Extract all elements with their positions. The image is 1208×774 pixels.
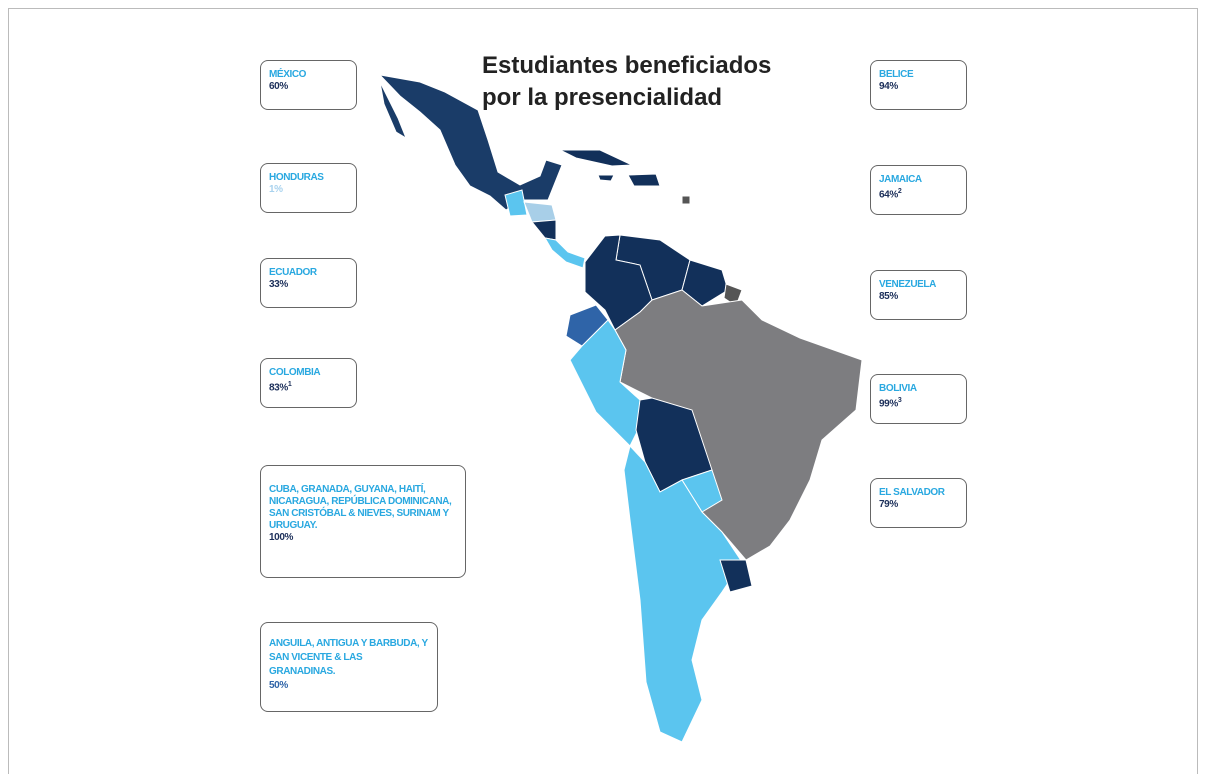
value: 50% bbox=[269, 680, 288, 691]
value: 85% bbox=[879, 291, 898, 302]
islands bbox=[681, 195, 691, 205]
title-line: Estudiantes beneficiados bbox=[482, 52, 772, 79]
hispaniola bbox=[627, 173, 661, 187]
label: MÉXICO bbox=[269, 69, 307, 80]
label: EL SALVADOR bbox=[879, 487, 945, 498]
value-line: 64%2 bbox=[879, 186, 958, 201]
label: CUBA, GRANADA, GUYANA, HAITÍ, NICARAGUA,… bbox=[269, 484, 452, 531]
frame bbox=[8, 8, 1198, 774]
label: ECUADOR bbox=[269, 267, 317, 278]
cuba bbox=[559, 149, 633, 167]
honduras bbox=[523, 201, 557, 223]
country-box: BELICE 94% bbox=[870, 60, 967, 110]
label: ANGUILA, ANTIGUA Y BARBUDA, Y SAN VICENT… bbox=[269, 638, 428, 677]
value: 33% bbox=[269, 279, 288, 290]
country-box: COLOMBIA 83%1 bbox=[260, 358, 357, 408]
uruguay bbox=[719, 559, 753, 593]
label: VENEZUELA bbox=[879, 279, 936, 290]
note: 2 bbox=[897, 188, 902, 195]
country-box: VENEZUELA 85% bbox=[870, 270, 967, 320]
brazil bbox=[614, 289, 863, 561]
jamaica bbox=[597, 174, 615, 182]
label: JAMAICA bbox=[879, 174, 922, 185]
value-line: 99%3 bbox=[879, 395, 958, 410]
label: BOLIVIA bbox=[879, 383, 917, 394]
title: Estudiantes beneficiados por la presenci… bbox=[482, 50, 771, 114]
label: BELICE bbox=[879, 69, 914, 80]
southern-cone bbox=[623, 444, 743, 743]
country-box: ANGUILA, ANTIGUA Y BARBUDA, Y SAN VICENT… bbox=[260, 622, 438, 712]
value: 79% bbox=[879, 499, 898, 510]
country-box: EL SALVADOR 79% bbox=[870, 478, 967, 528]
value: 83% bbox=[269, 382, 288, 394]
country-box: CUBA, GRANADA, GUYANA, HAITÍ, NICARAGUA,… bbox=[260, 465, 466, 578]
guyanas bbox=[681, 259, 729, 307]
value: 64% bbox=[879, 189, 898, 201]
value-line: 83%1 bbox=[269, 379, 348, 394]
country-box: ECUADOR 33% bbox=[260, 258, 357, 308]
value: 100% bbox=[269, 532, 293, 543]
title-line: por la presencialidad bbox=[482, 84, 723, 111]
country-box: MÉXICO 60% bbox=[260, 60, 357, 110]
country-box: HONDURAS 1% bbox=[260, 163, 357, 213]
country-box: BOLIVIA 99%3 bbox=[870, 374, 967, 424]
nicaragua bbox=[531, 219, 557, 241]
country-box: JAMAICA 64%2 bbox=[870, 165, 967, 215]
label: HONDURAS bbox=[269, 172, 324, 183]
value: 99% bbox=[879, 398, 898, 410]
value: 1% bbox=[269, 184, 283, 195]
note: 3 bbox=[897, 397, 902, 404]
note: 1 bbox=[287, 381, 292, 388]
guatemala bbox=[504, 189, 528, 217]
costa-panama bbox=[544, 237, 586, 269]
value: 94% bbox=[879, 81, 898, 92]
mexico bbox=[378, 74, 563, 211]
baja bbox=[379, 81, 408, 140]
value: 60% bbox=[269, 81, 288, 92]
label: COLOMBIA bbox=[269, 367, 321, 378]
